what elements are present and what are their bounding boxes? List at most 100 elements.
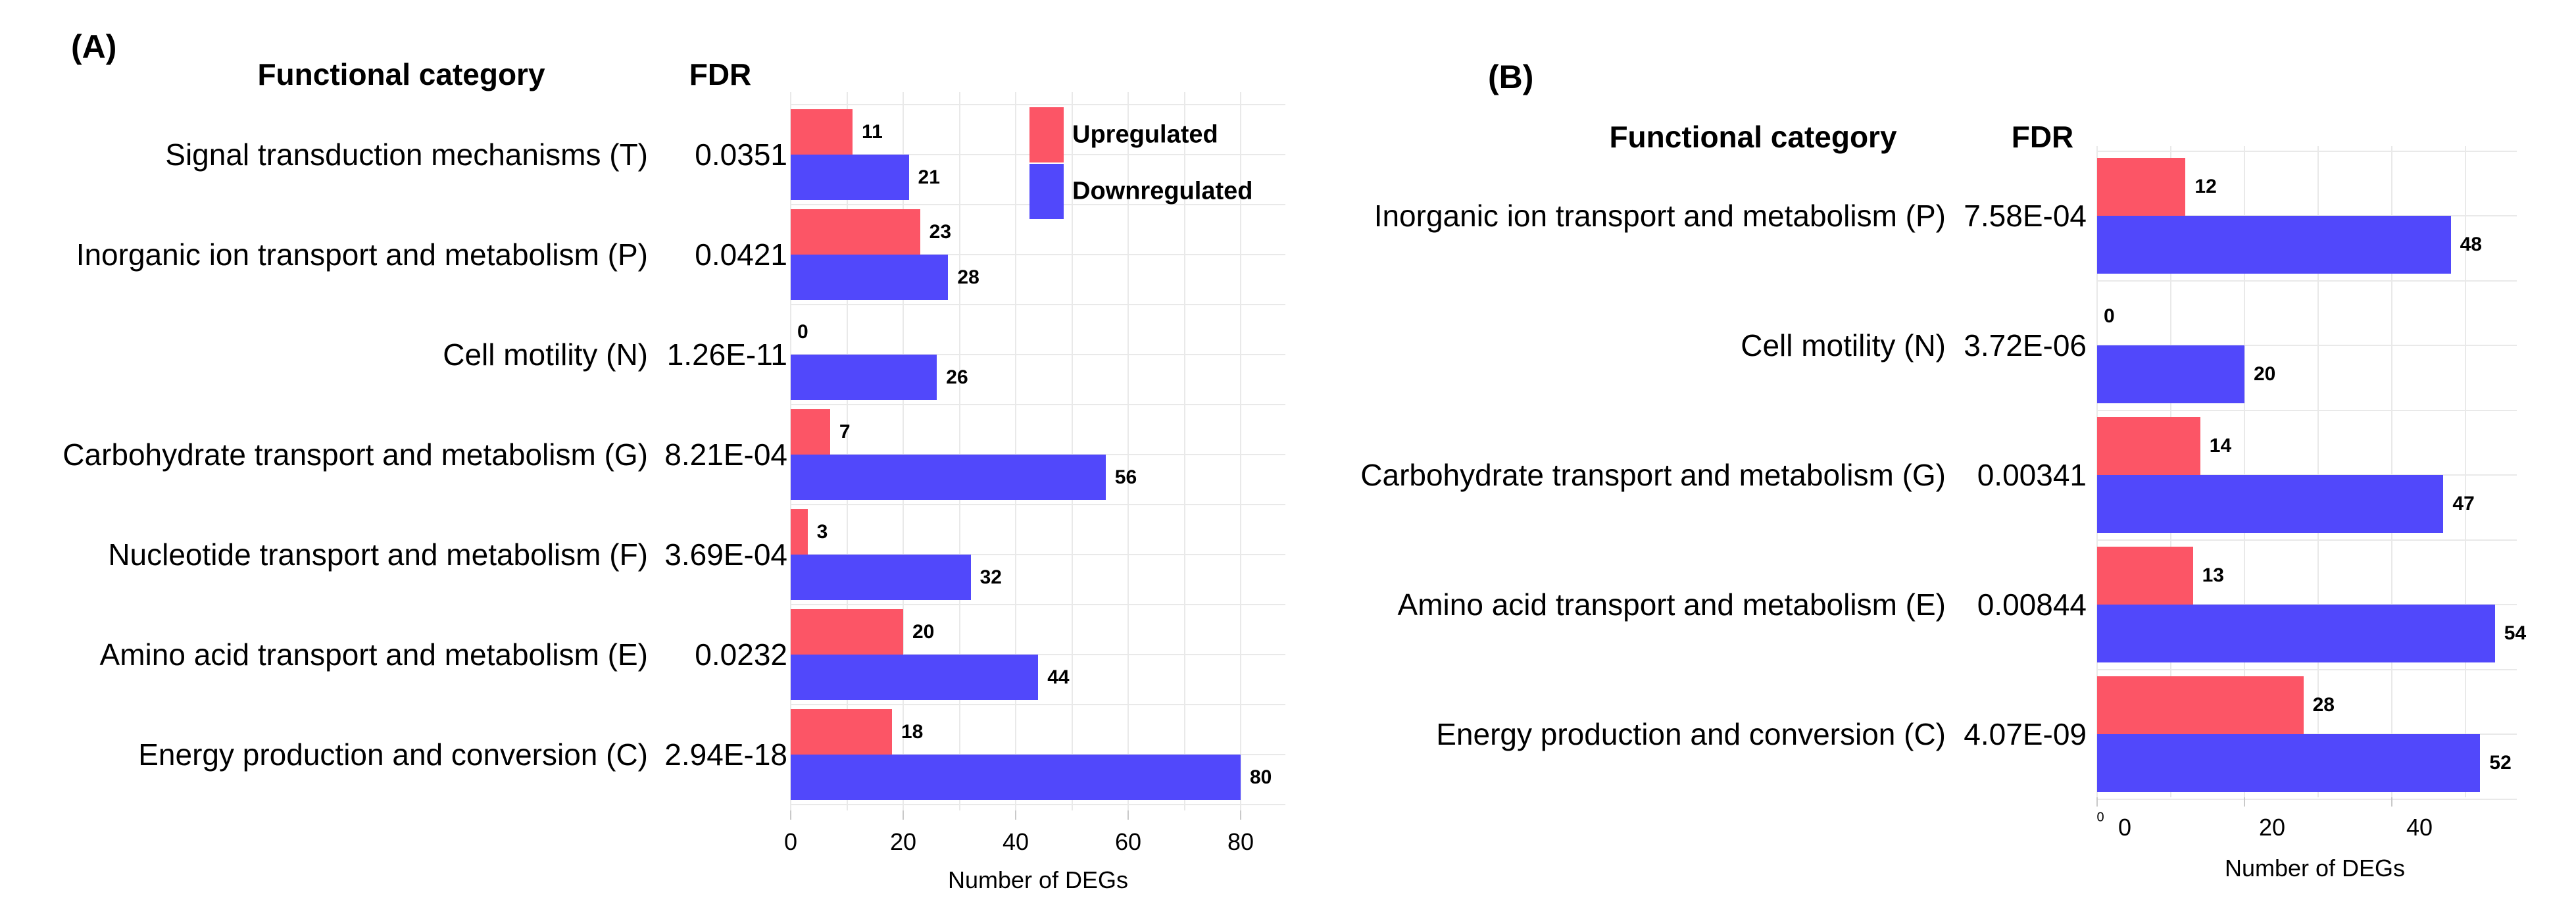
category-label: Carbohydrate transport and metabolism (G… <box>62 437 648 472</box>
bar-upregulated <box>791 409 830 455</box>
gridline-vertical <box>2244 146 2245 797</box>
x-axis-tick <box>2244 797 2245 807</box>
gridline-horizontal <box>2097 409 2517 411</box>
gridline-horizontal <box>791 554 1286 555</box>
gridline-horizontal <box>791 354 1286 355</box>
category-label: Carbohydrate transport and metabolism (G… <box>1360 458 1946 492</box>
bar-value-downregulated: 20 <box>2254 363 2276 385</box>
x-axis-tick <box>2391 797 2392 807</box>
x-axis-tick <box>790 810 791 820</box>
panel-b-category-header: Functional category <box>1609 120 1897 154</box>
bar-downregulated <box>2097 734 2481 792</box>
panel-b-letter: (B) <box>1488 59 1534 95</box>
category-label: Energy production and conversion (C) <box>1436 717 1946 751</box>
bar-value-downregulated: 28 <box>957 266 979 288</box>
legend-key-upregulated <box>1029 107 1064 162</box>
bar-downregulated <box>2097 605 2495 662</box>
bar-value-downregulated: 54 <box>2504 622 2527 644</box>
gridline-vertical <box>1071 92 1073 810</box>
bar-downregulated <box>791 555 971 600</box>
gridline-horizontal <box>791 304 1286 305</box>
panel-a-category-header: Functional category <box>257 57 545 91</box>
gridline-horizontal <box>2097 150 2517 152</box>
bar-value-downregulated: 32 <box>979 566 1002 588</box>
bar-upregulated <box>2097 676 2304 734</box>
bar-downregulated <box>791 455 1106 500</box>
gridline-vertical <box>2391 146 2392 797</box>
legend-key-downregulated <box>1029 164 1064 219</box>
bar-upregulated <box>791 209 920 255</box>
category-label: Amino acid transport and metabolism (E) <box>1397 587 1946 622</box>
fdr-value: 7.58E-04 <box>1964 199 2087 233</box>
bar-value-downregulated: 52 <box>2489 752 2512 774</box>
bar-value-downregulated: 48 <box>2460 234 2482 255</box>
category-label: Nucleotide transport and metabolism (F) <box>108 537 648 572</box>
bar-value-upregulated: 14 <box>2209 435 2232 457</box>
bar-upregulated <box>791 609 903 655</box>
x-axis-tick <box>1240 810 1241 820</box>
gridline-horizontal <box>791 654 1286 655</box>
gridline-horizontal <box>791 254 1286 255</box>
category-label: Cell motility (N) <box>1741 328 1946 362</box>
fdr-value: 2.94E-18 <box>664 737 787 772</box>
bar-value-upregulated: 3 <box>816 520 828 543</box>
gridline-horizontal <box>2097 345 2517 346</box>
bar-downregulated <box>791 355 937 400</box>
fdr-value: 4.07E-09 <box>1964 717 2087 751</box>
bar-value-upregulated: 11 <box>862 120 883 143</box>
bar-value-upregulated: 0 <box>2104 305 2115 327</box>
x-axis-tick-label: 40 <box>2406 814 2433 841</box>
bar-value-downregulated: 47 <box>2452 493 2475 514</box>
bar-value-upregulated: 13 <box>2202 564 2224 586</box>
bar-downregulated <box>791 155 909 200</box>
fdr-value: 8.21E-04 <box>664 437 787 472</box>
fdr-value: 3.69E-04 <box>664 537 787 572</box>
legend-label: Downregulated <box>1072 177 1253 205</box>
fdr-value: 0.0351 <box>695 137 787 172</box>
category-label: Signal transduction mechanisms (T) <box>165 137 648 172</box>
gridline-horizontal <box>791 704 1286 705</box>
category-label: Inorganic ion transport and metabolism (… <box>1374 199 1946 233</box>
bar-upregulated <box>791 709 892 755</box>
panel-b-fdr-header: FDR <box>2011 120 2074 154</box>
panel-a-x-axis-title: Number of DEGs <box>947 866 1129 893</box>
bar-downregulated <box>2097 345 2244 403</box>
x-axis-tick <box>903 810 904 820</box>
x-axis-tick-label: 40 <box>1002 828 1029 855</box>
bar-upregulated <box>791 509 808 555</box>
fdr-value: 0.00844 <box>1977 587 2087 622</box>
bar-upregulated <box>791 109 853 155</box>
gridline-vertical <box>2465 146 2466 797</box>
panel-b-x-axis-title: Number of DEGs <box>2224 855 2406 882</box>
panel-a-letter: (A) <box>71 28 117 65</box>
gridline-horizontal <box>2097 798 2517 800</box>
bar-downregulated <box>791 655 1039 700</box>
bar-value-upregulated: 12 <box>2194 176 2217 197</box>
x-axis-tick-label: 20 <box>889 828 917 855</box>
fdr-value: 0.0421 <box>695 237 787 272</box>
fdr-value: 1.26E-11 <box>666 337 787 372</box>
gridline-horizontal <box>791 804 1286 805</box>
bar-value-upregulated: 18 <box>901 720 924 743</box>
x-axis-tick-label: 80 <box>1227 828 1254 855</box>
category-label: Cell motility (N) <box>443 337 648 372</box>
bar-value-upregulated: 7 <box>839 420 851 443</box>
bar-upregulated <box>2097 417 2200 475</box>
gridline-vertical <box>958 92 960 810</box>
gridline-vertical <box>846 92 848 810</box>
bar-downregulated <box>2097 216 2451 274</box>
gridline-horizontal <box>2097 280 2517 282</box>
gridline-horizontal <box>2097 668 2517 670</box>
x-axis-tick-label: 20 <box>2258 814 2286 841</box>
gridline-vertical <box>1240 92 1241 810</box>
gridline-vertical <box>1015 92 1016 810</box>
fdr-value: 3.72E-06 <box>1964 328 2087 362</box>
gridline-vertical <box>2317 146 2319 797</box>
bar-value-downregulated: 21 <box>918 166 940 188</box>
category-label: Inorganic ion transport and metabolism (… <box>76 237 648 272</box>
bar-value-upregulated: 20 <box>912 620 935 643</box>
bar-downregulated <box>791 255 949 300</box>
gridline-vertical <box>1127 92 1129 810</box>
legend-label: Upregulated <box>1072 120 1218 149</box>
